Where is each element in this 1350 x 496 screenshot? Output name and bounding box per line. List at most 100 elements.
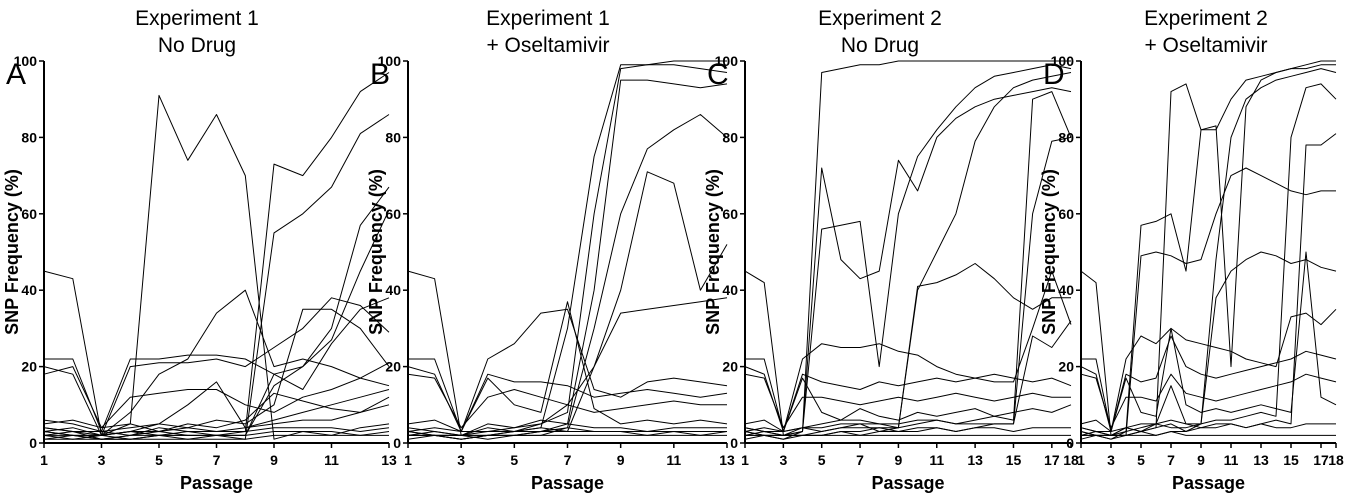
y-tick-label: 0 [393, 435, 401, 451]
series-line-7 [744, 263, 1071, 432]
series-line-9 [744, 320, 1072, 432]
y-axis-label: SNP Frequency (%) [366, 169, 386, 335]
series-line-12 [1080, 385, 1336, 436]
y-tick-label: 60 [722, 206, 738, 222]
panel-subtitle: No Drug [841, 34, 919, 57]
x-tick-label: 7 [564, 452, 572, 468]
y-tick-label: 20 [1058, 359, 1074, 375]
x-tick-label: 3 [457, 452, 465, 468]
panel-letter: D [1043, 58, 1065, 91]
x-tick-label: 11 [324, 452, 339, 468]
series-line-11 [744, 373, 1071, 429]
series-line-12 [43, 392, 390, 432]
y-tick-label: 0 [730, 435, 738, 451]
series-line-10 [407, 373, 727, 429]
series-line-9 [1080, 335, 1337, 432]
series-group [1080, 60, 1337, 440]
x-axis-label: Passage [531, 473, 604, 493]
x-tick-label: 5 [1137, 452, 1145, 468]
x-tick-label: 9 [270, 452, 278, 468]
x-tick-label: 3 [1107, 452, 1115, 468]
series-line-13 [744, 427, 1071, 436]
x-tick-label: 9 [617, 452, 625, 468]
series-line-6 [1080, 167, 1336, 440]
y-tick-label: 40 [722, 282, 738, 298]
series-line-13 [407, 427, 727, 432]
series-line-2 [1080, 64, 1336, 436]
y-tick-label: 100 [1051, 53, 1075, 69]
x-tick-label: 17 [1044, 452, 1060, 468]
series-line-11 [1080, 251, 1337, 432]
panel-subtitle: No Drug [158, 34, 236, 57]
x-tick-label: 13 [1253, 452, 1269, 468]
series-line-8 [1081, 308, 1337, 432]
x-tick-label: 9 [895, 452, 903, 468]
x-tick-label: 11 [666, 452, 681, 468]
x-tick-label: 7 [213, 452, 221, 468]
x-tick-label: 15 [1006, 452, 1022, 468]
series-group [43, 72, 390, 440]
x-tick-label: 9 [1197, 452, 1205, 468]
x-tick-label: 13 [719, 452, 735, 468]
series-line-4 [745, 87, 1072, 440]
panel-title: Experiment 1 [135, 7, 259, 30]
series-group [407, 60, 728, 440]
x-tick-label: 7 [1167, 452, 1175, 468]
series-line-9 [43, 289, 390, 436]
x-tick-label: 1 [40, 452, 48, 468]
series-line-2 [408, 60, 727, 440]
series-group [744, 60, 1072, 440]
panel-letter: A [6, 58, 26, 91]
series-line-3 [407, 64, 728, 436]
x-tick-label: 1 [741, 452, 749, 468]
series-line-7 [407, 297, 728, 436]
x-tick-label: 15 [1283, 452, 1299, 468]
y-tick-label: 40 [1058, 282, 1074, 298]
series-line-2 [744, 64, 1072, 436]
y-tick-label: 100 [14, 53, 38, 69]
series-line-8 [745, 270, 1072, 432]
y-tick-label: 60 [21, 206, 37, 222]
panel-title: Experiment 2 [818, 7, 942, 30]
y-tick-label: 20 [21, 359, 37, 375]
series-line-12 [407, 419, 727, 436]
y-tick-label: 0 [29, 435, 37, 451]
panel-letter: C [707, 58, 729, 91]
series-line-2 [43, 72, 390, 440]
x-tick-label: 7 [856, 452, 864, 468]
y-axis-label: SNP Frequency (%) [2, 169, 22, 335]
panel-title: Experiment 2 [1144, 7, 1268, 30]
y-tick-label: 100 [715, 53, 739, 69]
x-tick-label: 18 [1063, 452, 1079, 468]
x-axis-label: Passage [180, 473, 253, 493]
y-axis-label: SNP Frequency (%) [703, 169, 723, 335]
panel-subtitle: + Oseltamivir [486, 34, 609, 57]
series-line-6 [44, 297, 390, 432]
y-tick-label: 80 [385, 129, 401, 145]
x-tick-label: 13 [381, 452, 397, 468]
series-line-14 [745, 434, 1071, 440]
series-line-6 [407, 171, 728, 440]
x-tick-label: 3 [779, 452, 787, 468]
x-axis-label: Passage [1172, 473, 1245, 493]
series-line-6 [744, 136, 1072, 440]
series-line-3 [43, 114, 390, 440]
x-tick-label: 5 [155, 452, 163, 468]
y-tick-label: 80 [21, 129, 37, 145]
y-tick-label: 100 [378, 53, 402, 69]
x-tick-label: 17 [1313, 452, 1329, 468]
y-tick-label: 20 [722, 359, 738, 375]
x-axis-label: Passage [871, 473, 944, 493]
y-tick-label: 60 [1058, 206, 1074, 222]
series-line-16 [44, 434, 389, 440]
y-tick-label: 80 [1058, 129, 1074, 145]
y-tick-label: 40 [21, 282, 37, 298]
y-tick-label: 40 [385, 282, 401, 298]
series-line-14 [43, 427, 390, 436]
series-line-4 [1081, 83, 1337, 440]
x-tick-label: 5 [510, 452, 518, 468]
x-tick-label: 1 [1077, 452, 1085, 468]
